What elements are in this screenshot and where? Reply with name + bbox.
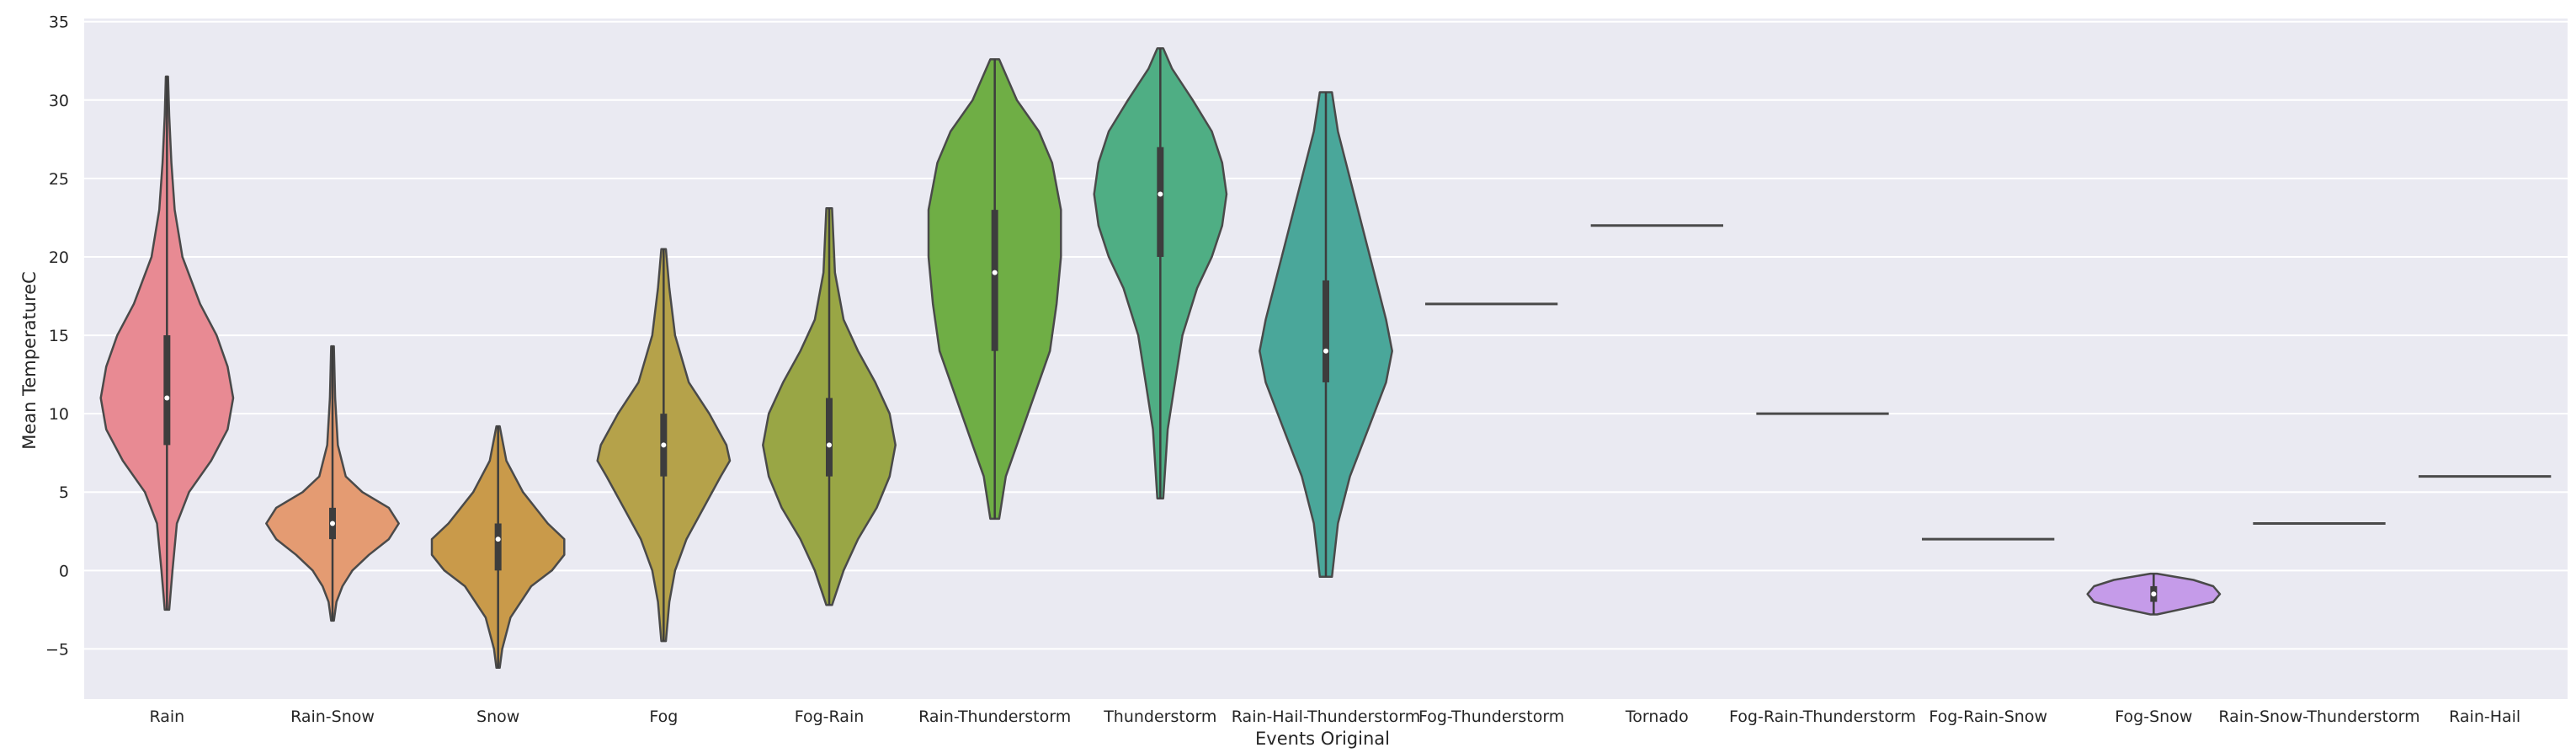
y-tick-label: 35 (49, 13, 69, 32)
y-tick-label: 30 (49, 92, 69, 110)
x-axis-label: Events Original (1255, 729, 1390, 749)
x-tick-label: Thunderstorm (1103, 708, 1216, 726)
y-tick-label: 5 (59, 483, 69, 502)
y-tick-label: 0 (59, 562, 69, 580)
x-tick-label: Fog-Rain-Snow (1929, 708, 2047, 726)
x-tick-label: Rain-Hail (2449, 708, 2520, 726)
y-tick-label: 10 (49, 405, 69, 424)
violins (99, 47, 2552, 670)
y-tick-label: 20 (49, 248, 69, 267)
x-tick-label: Fog-Thunderstorm (1418, 708, 1564, 726)
x-tick-label: Snow (476, 708, 519, 726)
violin-median-dot (992, 270, 998, 275)
y-tick-label: 25 (49, 170, 69, 189)
violin-iqr-box (1323, 280, 1329, 382)
x-tick-label: Rain-Thunderstorm (918, 708, 1071, 726)
x-tick-label: Fog-Rain-Thunderstorm (1729, 708, 1916, 726)
x-tick-label: Fog-Rain (795, 708, 865, 726)
violin-iqr-box (494, 523, 502, 571)
x-tick-label: Fog (649, 708, 678, 726)
violin-median-dot (1323, 348, 1328, 354)
violin-median-dot (1158, 191, 1163, 197)
x-tick-label: Fog-Snow (2115, 708, 2192, 726)
x-tick-label: Rain-Snow-Thunderstorm (2218, 708, 2419, 726)
x-tick-labels: Rain Rain-Snow Snow Fog Fog-Rain Rain-Thunder… (149, 708, 2520, 726)
violin-iqr-box (991, 210, 998, 351)
x-tick-label: Tornado (1625, 708, 1689, 726)
y-axis-label: Mean TemperatureC (19, 271, 40, 450)
violin-iqr-box (826, 398, 833, 477)
violin-median-dot (827, 442, 832, 448)
x-tick-label: Rain-Hail-Thunderstorm (1232, 708, 1420, 726)
y-tick-labels: −5 0 5 10 15 20 25 30 35 (45, 13, 69, 660)
violin-median-dot (2151, 591, 2157, 597)
x-tick-label: Rain-Snow (290, 708, 375, 726)
violin-median-dot (164, 395, 170, 401)
y-tick-label: 15 (49, 327, 69, 345)
violin-iqr-box (163, 335, 171, 446)
violin-median-dot (661, 442, 667, 448)
violin-median-dot (330, 521, 335, 526)
y-tick-label: −5 (45, 640, 69, 659)
violin-median-dot (495, 537, 501, 542)
x-tick-label: Rain (149, 708, 184, 726)
violin-iqr-box (1157, 147, 1164, 257)
